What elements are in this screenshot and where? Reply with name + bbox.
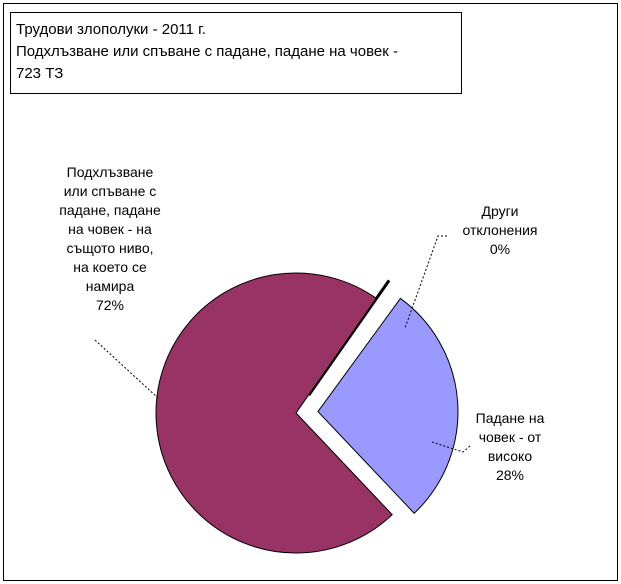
slice-label-same-level-line: на човек - на <box>68 221 152 237</box>
leader-line-same-level <box>94 339 159 399</box>
pie-slice-from-height <box>317 297 459 514</box>
leader-line-other <box>404 235 447 329</box>
pie-slice-same-level <box>155 272 393 554</box>
slice-label-same-level-line: падане, падане <box>59 202 161 218</box>
slice-label-same-level-line: или спъване с <box>63 183 157 199</box>
slice-label-other: Други отклонения 0% <box>440 202 560 259</box>
chart-area <box>3 3 618 581</box>
chart-title-line-2: Подхлъзване или спъване с падане, падане… <box>16 43 398 60</box>
slice-percent-from-height: 28% <box>495 467 525 483</box>
slice-label-same-level-line: на което се <box>73 259 147 275</box>
slice-label-same-level: Подхлъзване или спъване с падане, падане… <box>20 163 200 315</box>
slice-label-from-height: Падане на човек - от високо 28% <box>450 409 570 485</box>
slice-label-from-height-line: Падане на <box>475 410 545 426</box>
slice-percent-same-level: 72% <box>95 297 125 313</box>
slice-label-from-height-line: високо <box>487 448 533 464</box>
chart-title-line-3: 723 ТЗ <box>16 65 64 82</box>
slice-label-same-level-line: същото ниво, <box>66 240 154 256</box>
slice-label-other-line: Други <box>481 203 519 219</box>
leader-line-from-height <box>431 441 471 453</box>
slice-label-from-height-line: човек - от <box>478 429 542 445</box>
chart-title-line-1: Трудови злополуки - 2011 г. <box>16 21 206 38</box>
slice-percent-other: 0% <box>489 241 511 257</box>
slice-label-same-level-line: Подхлъзване <box>66 164 154 180</box>
slice-label-other-line: отклонения <box>462 222 538 238</box>
chart-title-box: Трудови злополуки - 2011 г. Подхлъзване … <box>10 12 462 94</box>
slice-label-same-level-line: намира <box>85 278 135 294</box>
